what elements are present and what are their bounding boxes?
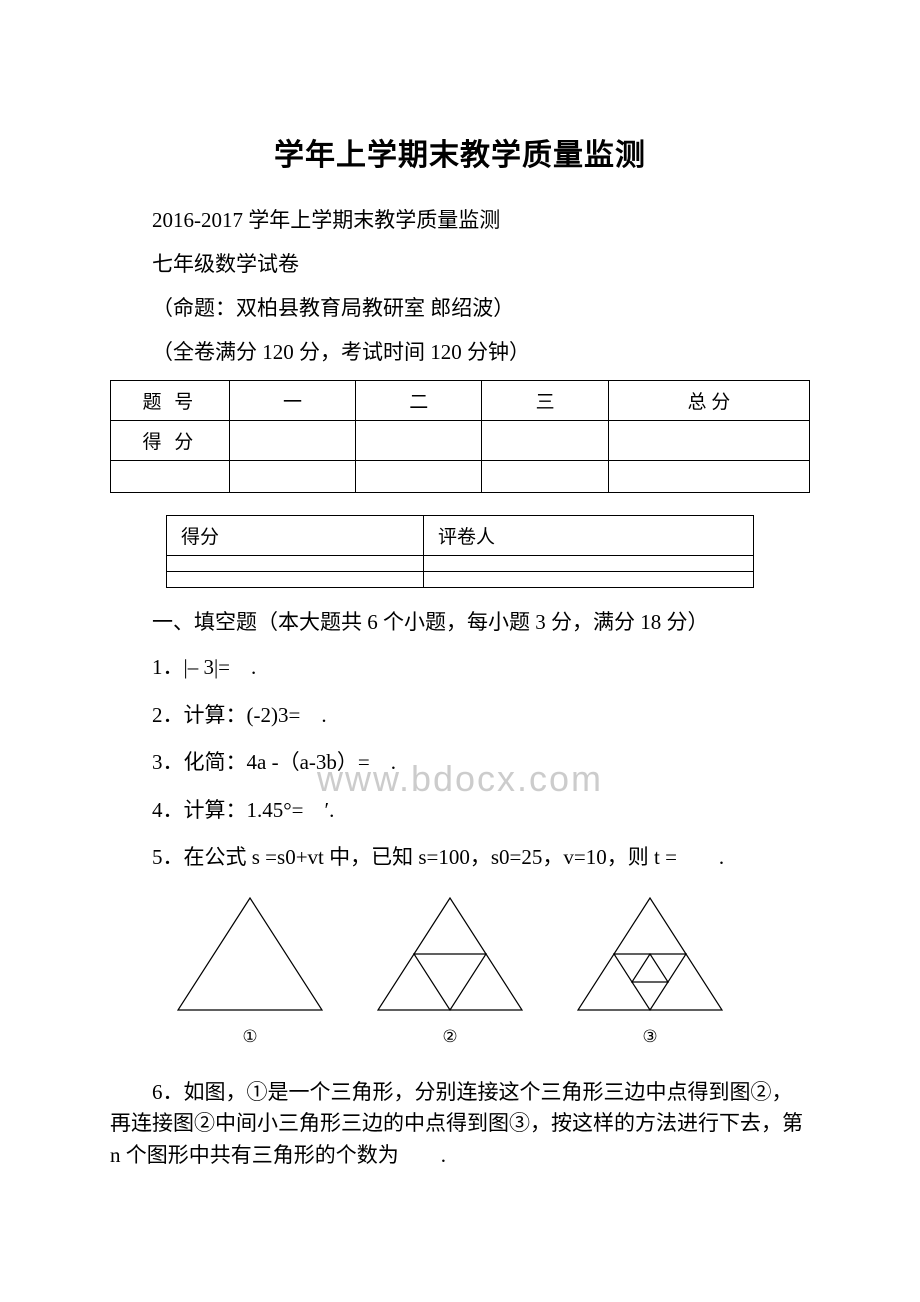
grade-line: 七年级数学试卷 bbox=[110, 248, 810, 278]
score-label-cell: 得分 bbox=[167, 516, 424, 556]
figure-label: ① bbox=[170, 1027, 330, 1047]
question-5: 5．在公式 s =s0+vt 中，已知 s=100，s0=25，v=10，则 t… bbox=[110, 842, 810, 874]
triangle-1-svg bbox=[170, 890, 330, 1020]
question-2: 2．计算：(-2)3= . bbox=[110, 700, 810, 732]
grader-table: 得分 评卷人 bbox=[166, 515, 754, 588]
figure-label: ② bbox=[370, 1027, 530, 1047]
empty-cell bbox=[356, 461, 482, 493]
score-table: 题 号 一 二 三 总 分 得 分 bbox=[110, 380, 810, 493]
empty-cell bbox=[111, 461, 230, 493]
header-cell: 二 bbox=[356, 381, 482, 421]
figure-2: ② bbox=[370, 890, 530, 1047]
empty-cell bbox=[424, 572, 754, 588]
triangle-figures: ① ② ③ bbox=[170, 890, 810, 1047]
empty-cell bbox=[356, 421, 482, 461]
table-row: 题 号 一 二 三 总 分 bbox=[111, 381, 810, 421]
empty-cell bbox=[608, 421, 809, 461]
exam-info: （全卷满分 120 分，考试时间 120 分钟） bbox=[110, 336, 810, 366]
table-row bbox=[111, 461, 810, 493]
empty-cell bbox=[482, 421, 608, 461]
question-1: 1．|– 3|= . bbox=[110, 652, 810, 684]
empty-cell bbox=[608, 461, 809, 493]
author-line: （命题：双柏县教育局教研室 郎绍波） bbox=[110, 292, 810, 322]
section-title: 一、填空题（本大题共 6 个小题，每小题 3 分，满分 18 分） bbox=[110, 606, 810, 636]
subtitle: 2016-2017 学年上学期末教学质量监测 bbox=[110, 204, 810, 234]
empty-cell bbox=[229, 461, 355, 493]
table-row: 得 分 bbox=[111, 421, 810, 461]
empty-cell bbox=[482, 461, 608, 493]
grader-label-cell: 评卷人 bbox=[424, 516, 754, 556]
table-row: 得分 评卷人 bbox=[167, 516, 754, 556]
header-cell: 题 号 bbox=[111, 381, 230, 421]
watermark: www.bdocx.com bbox=[317, 758, 603, 800]
table-row bbox=[167, 572, 754, 588]
figure-3: ③ bbox=[570, 890, 730, 1047]
row-label-cell: 得 分 bbox=[111, 421, 230, 461]
empty-cell bbox=[167, 556, 424, 572]
triangle-2-svg bbox=[370, 890, 530, 1020]
empty-cell bbox=[167, 572, 424, 588]
header-cell: 三 bbox=[482, 381, 608, 421]
page-title: 学年上学期末教学质量监测 bbox=[110, 130, 810, 174]
figure-label: ③ bbox=[570, 1027, 730, 1047]
header-cell: 总 分 bbox=[608, 381, 809, 421]
header-cell: 一 bbox=[229, 381, 355, 421]
empty-cell bbox=[424, 556, 754, 572]
table-row bbox=[167, 556, 754, 572]
triangle-3-svg bbox=[570, 890, 730, 1020]
empty-cell bbox=[229, 421, 355, 461]
figure-1: ① bbox=[170, 890, 330, 1047]
question-6: 6．如图，①是一个三角形，分别连接这个三角形三边中点得到图②，再连接图②中间小三… bbox=[110, 1077, 810, 1172]
